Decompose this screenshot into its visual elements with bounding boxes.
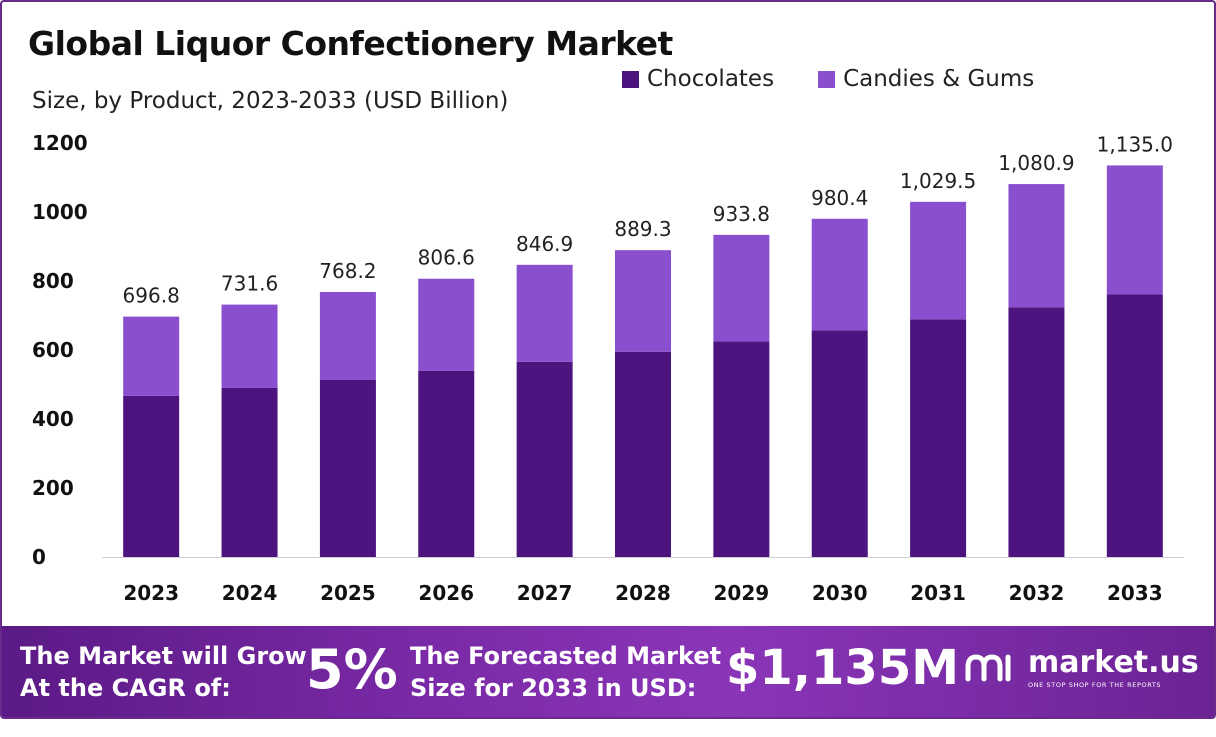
bar-candies-gums <box>910 201 967 320</box>
x-tick-label: 2029 <box>714 581 770 605</box>
forecast-value: $1,135M <box>726 640 959 696</box>
y-tick-label: 600 <box>32 338 74 362</box>
chart-legend: Chocolates Candies & Gums <box>622 66 1034 92</box>
y-tick-label: 1200 <box>32 131 88 155</box>
bar-chocolates <box>319 379 376 557</box>
cagr-label-line2: At the CAGR of: <box>20 674 231 702</box>
brand-tagline: ONE STOP SHOP FOR THE REPORTS <box>1028 681 1162 689</box>
y-tick-label: 200 <box>32 476 74 500</box>
bar-candies-gums <box>221 304 278 388</box>
bar-chocolates <box>1106 294 1163 557</box>
y-tick-label: 400 <box>32 407 74 431</box>
bar-chocolates <box>713 341 770 557</box>
legend-item-candies-gums: Candies & Gums <box>818 66 1034 92</box>
bar-candies-gums <box>319 291 376 380</box>
x-tick-label: 2030 <box>812 581 868 605</box>
total-value-label: 1,029.5 <box>900 169 976 193</box>
legend-swatch-chocolates <box>622 70 639 88</box>
brand-name: market.us <box>1028 645 1199 680</box>
x-tick-label: 2024 <box>222 581 278 605</box>
bar-chocolates <box>221 387 278 557</box>
bar-candies-gums <box>418 278 475 371</box>
y-tick-label: 1000 <box>32 200 88 224</box>
total-value-label: 980.4 <box>811 186 868 210</box>
market-us-logo-icon <box>965 653 1011 681</box>
forecast-label-line1: The Forecasted Market <box>410 642 722 670</box>
x-tick-label: 2026 <box>418 581 474 605</box>
y-tick-label: 0 <box>32 545 46 569</box>
bar-chocolates <box>418 370 475 557</box>
total-value-label: 768.2 <box>319 259 376 283</box>
total-value-label: 731.6 <box>221 272 278 296</box>
legend-label-candies-gums: Candies & Gums <box>843 66 1035 92</box>
forecast-label: The Forecasted Market Size for 2033 in U… <box>410 640 721 704</box>
bar-candies-gums <box>811 218 868 331</box>
bar-chocolates <box>811 330 868 557</box>
brand-logo: market.us ONE STOP SHOP FOR THE REPORTS <box>964 648 1199 689</box>
bar-candies-gums <box>615 250 671 352</box>
cagr-label: The Market will Grow At the CAGR of: <box>20 640 307 704</box>
x-tick-label: 2025 <box>320 581 376 605</box>
total-value-label: 696.8 <box>123 284 180 308</box>
bar-candies-gums <box>1008 184 1065 308</box>
bar-candies-gums <box>123 316 180 396</box>
total-value-label: 933.8 <box>713 202 770 226</box>
cagr-value: 5% <box>306 638 398 701</box>
total-value-label: 846.9 <box>516 232 573 256</box>
bar-chocolates <box>615 351 671 557</box>
total-value-label: 806.6 <box>418 246 475 270</box>
legend-item-chocolates: Chocolates <box>622 66 774 92</box>
legend-label-chocolates: Chocolates <box>647 66 775 92</box>
chart-title: Global Liquor Confectionery Market <box>28 24 673 63</box>
bar-chocolates <box>123 395 180 557</box>
total-value-label: 1,080.9 <box>998 151 1074 175</box>
bar-chocolates <box>1008 307 1065 557</box>
forecast-label-line2: Size for 2033 in USD: <box>410 674 697 702</box>
footer-banner: The Market will Grow At the CAGR of: 5% … <box>2 626 1214 717</box>
cagr-label-line1: The Market will Grow <box>20 642 307 670</box>
legend-swatch-candies-gums <box>818 70 836 88</box>
x-tick-label: 2027 <box>517 581 573 605</box>
chart-subtitle: Size, by Product, 2023-2033 (USD Billion… <box>32 88 509 114</box>
bar-candies-gums <box>516 264 573 362</box>
total-value-label: 1,135.0 <box>1097 132 1173 156</box>
bar-candies-gums <box>1106 165 1163 295</box>
x-tick-label: 2033 <box>1107 581 1163 605</box>
bar-chart: 0 200 400 600 800 1000 1200 696.8 2023 731.6 2024 7… <box>32 131 1184 605</box>
bar-candies-gums <box>713 234 770 342</box>
x-tick-label: 2031 <box>910 581 966 605</box>
y-tick-label: 800 <box>32 269 74 293</box>
x-tick-label: 2028 <box>615 581 671 605</box>
x-tick-label: 2032 <box>1009 581 1065 605</box>
bar-chocolates <box>910 319 967 557</box>
total-value-label: 889.3 <box>614 217 671 241</box>
x-tick-label: 2023 <box>123 581 179 605</box>
chart-frame: Global Liquor Confectionery Market Size,… <box>0 0 1216 719</box>
bar-chocolates <box>516 361 573 557</box>
